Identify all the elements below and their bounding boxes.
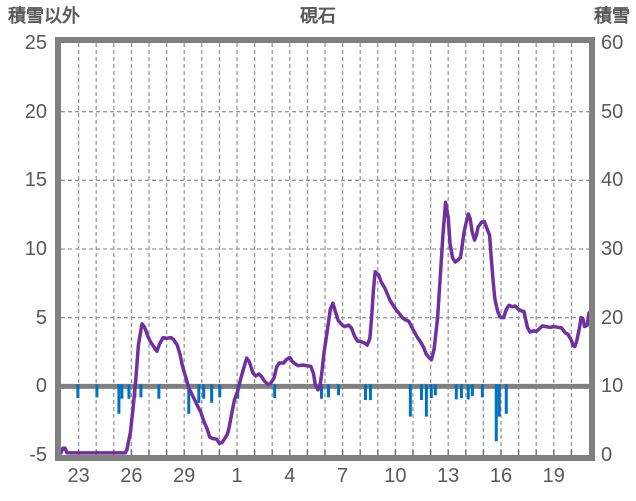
precip-bar xyxy=(466,384,470,400)
precip-bar xyxy=(504,384,508,414)
precip-bar xyxy=(429,384,433,399)
left-axis-tick-label: -5 xyxy=(29,444,47,466)
x-axis-tick-label: 7 xyxy=(337,465,349,487)
precip-bar xyxy=(494,384,498,442)
precip-bar xyxy=(139,384,143,398)
right-axis-title: 積雪 xyxy=(594,6,630,26)
right-axis-tick-label: 40 xyxy=(601,169,624,192)
precip-bar xyxy=(157,384,161,399)
left-axis-tick-label: 10 xyxy=(24,238,47,260)
right-axis-tick-label: 0 xyxy=(601,444,613,466)
right-axis-tick-label: 30 xyxy=(601,238,624,260)
precip-bar xyxy=(433,384,437,396)
x-axis-tick-label: 16 xyxy=(489,465,513,487)
x-axis-tick-label: 19 xyxy=(542,465,565,487)
chart-title: 硯石 xyxy=(300,6,336,26)
x-axis-tick-label: 29 xyxy=(173,465,196,487)
precip-bar xyxy=(408,384,412,417)
precip-bar xyxy=(327,384,331,398)
precip-bar xyxy=(76,384,80,399)
left-axis-tick-label: 5 xyxy=(35,306,47,329)
precip-bar xyxy=(480,384,484,398)
left-axis-tick-label: 15 xyxy=(24,169,47,192)
right-axis-tick-label: 60 xyxy=(601,32,624,54)
precip-bar xyxy=(319,384,323,399)
precip-bar xyxy=(127,384,131,399)
precip-bar xyxy=(337,384,341,396)
left-axis-tick-label: 25 xyxy=(24,32,47,54)
precip-bar xyxy=(120,384,124,399)
x-axis-tick-label: 4 xyxy=(284,465,296,487)
precip-bar xyxy=(218,384,222,398)
precip-bar xyxy=(117,384,121,414)
right-axis-tick-label: 20 xyxy=(601,306,624,329)
left-axis-title: 積雪以外 xyxy=(8,6,80,26)
precip-bar xyxy=(424,384,428,417)
plot-area xyxy=(55,37,595,461)
precip-bar xyxy=(454,384,458,400)
precip-bar xyxy=(187,384,191,414)
precip-bar xyxy=(459,384,463,399)
precip-bar xyxy=(202,384,206,399)
x-axis-tick-label: 10 xyxy=(384,465,407,487)
precip-bar xyxy=(368,384,372,401)
precip-bar xyxy=(210,384,214,403)
right-axis-tick-label: 50 xyxy=(601,100,624,123)
precip-bar xyxy=(470,384,474,396)
precip-bar xyxy=(273,384,277,399)
snow-depth-line xyxy=(61,200,589,455)
x-axis-tick-label: 26 xyxy=(120,465,143,487)
right-axis-tick-label: 10 xyxy=(601,375,624,398)
precip-bar xyxy=(95,384,99,398)
precip-bar xyxy=(497,384,501,417)
x-axis-tick-label: 13 xyxy=(437,465,460,487)
left-axis-tick-label: 20 xyxy=(24,100,47,123)
precip-bar xyxy=(419,384,423,401)
precip-bar xyxy=(197,384,201,403)
chart-canvas xyxy=(61,43,589,455)
precip-bar xyxy=(363,384,367,401)
x-axis-tick-label: 23 xyxy=(67,465,90,487)
left-axis-tick-label: 0 xyxy=(35,375,47,398)
x-axis-tick-label: 1 xyxy=(231,465,243,487)
